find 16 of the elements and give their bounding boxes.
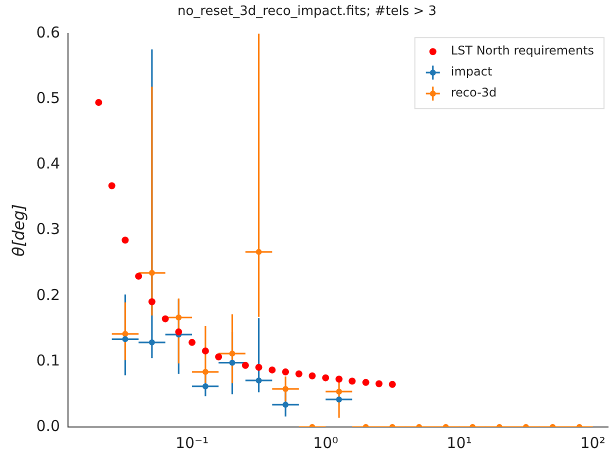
y-tick-label: 0.1 <box>36 351 60 370</box>
x-tick-label: 10⁻¹ <box>176 434 209 452</box>
y-tick-label: 0.3 <box>36 220 60 238</box>
legend-label: impact <box>450 64 492 79</box>
x-tick-label: 10⁰ <box>313 434 338 452</box>
y-tick-label: 0.5 <box>36 89 60 108</box>
x-tick-label: 10¹ <box>446 434 472 452</box>
legend-label: reco-3d <box>450 86 497 100</box>
chart-title: no_reset_3d_reco_impact.fits; #tels > 3 <box>177 4 437 20</box>
y-tick-label: 0.6 <box>36 23 60 42</box>
y-tick-label: 0.0 <box>36 416 60 435</box>
y-tick-label: 0.2 <box>36 286 60 304</box>
y-tick-label: 0.4 <box>36 154 60 173</box>
y-axis-title: θ[deg] <box>8 204 28 257</box>
legend-label: LST North requirements <box>450 44 594 58</box>
x-tick-label: 10² <box>580 434 606 452</box>
